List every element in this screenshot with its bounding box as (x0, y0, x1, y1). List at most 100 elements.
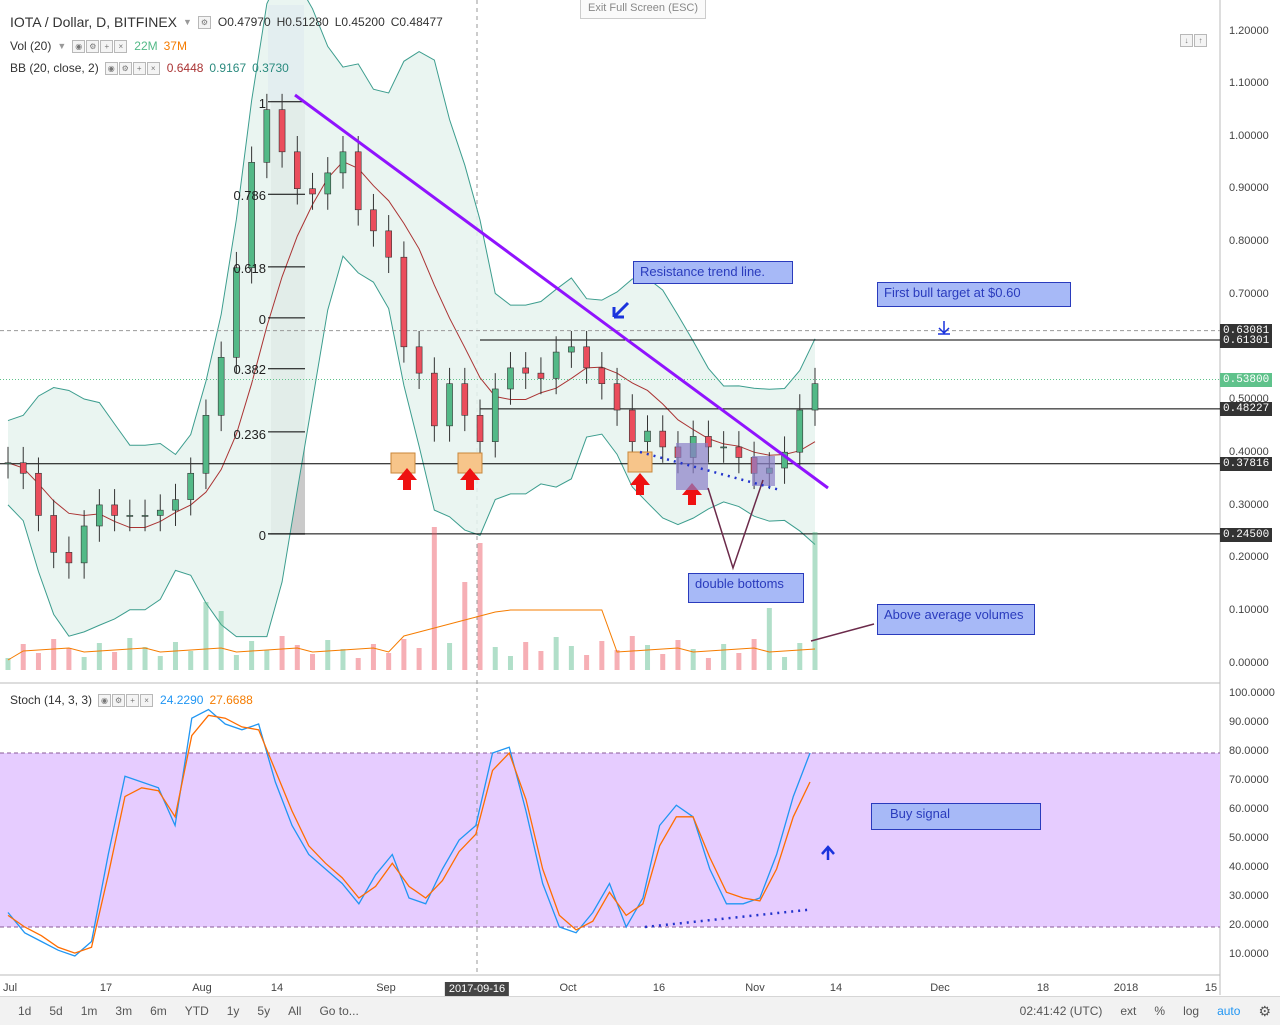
candle-body (552, 351, 560, 379)
volume-bar (431, 527, 437, 670)
dropdown-icon[interactable]: ▼ (57, 41, 67, 52)
volume-ma-line (7, 609, 816, 661)
range-ytd[interactable]: YTD (184, 1004, 209, 1018)
plus-icon[interactable]: + (132, 62, 146, 76)
candle-body (613, 383, 621, 411)
double-bottoms-note[interactable]: double bottoms (688, 573, 804, 603)
ohlc-high: H0.51280 (276, 15, 329, 29)
time-label: 14 (829, 982, 843, 994)
gear-icon[interactable]: ⚙ (1258, 1002, 1271, 1019)
time-label: 18 (1036, 982, 1050, 994)
scale-controls[interactable]: ↓ ↑ (1180, 34, 1208, 47)
double-bottom-pointer (707, 479, 764, 571)
volume-bar (660, 654, 666, 670)
stoch-tick: 80.0000 (1229, 745, 1269, 757)
eye-icon[interactable]: ◉ (98, 694, 112, 708)
volume-bar (507, 656, 513, 670)
bb-lower-line (7, 255, 816, 638)
close-icon[interactable]: × (114, 40, 128, 54)
range-1y[interactable]: 1y (226, 1004, 240, 1018)
ext-toggle[interactable]: ext (1120, 1004, 1137, 1018)
stoch-label[interactable]: Stoch (14, 3, 3) (10, 693, 93, 708)
bb-label[interactable]: BB (20, close, 2) (10, 61, 99, 76)
bb-upper-line (7, 0, 816, 456)
range-all[interactable]: All (288, 1004, 302, 1018)
dropdown-icon[interactable]: ▼ (183, 17, 192, 27)
arrow-up-icon[interactable]: ↑ (1194, 34, 1207, 47)
red-up-arrow (460, 468, 480, 490)
plus-icon[interactable]: + (126, 694, 140, 708)
time-label: 17 (99, 982, 113, 994)
auto-toggle[interactable]: auto (1217, 1004, 1241, 1018)
volume-bar (675, 640, 681, 670)
volume-bar (797, 643, 803, 670)
gear-icon[interactable]: ⚙ (118, 62, 132, 76)
time-label: Nov (745, 982, 765, 994)
volume-bar (35, 653, 41, 670)
price-tick: 0.70000 (1229, 288, 1269, 300)
volume-bar (736, 653, 742, 670)
candle-body (248, 162, 255, 269)
stoch-tick: 50.0000 (1229, 832, 1269, 844)
plus-icon[interactable]: + (100, 40, 114, 54)
price-tick: 1.10000 (1229, 77, 1269, 89)
stoch-tick: 40.0000 (1229, 861, 1269, 873)
volume-bar (370, 644, 376, 670)
stoch-tick: 100.0000 (1229, 687, 1275, 699)
bull-target-note[interactable]: First bull target at $0.60 (877, 282, 1071, 307)
range-6m[interactable]: 6m (150, 1004, 167, 1018)
range-1m[interactable]: 1m (80, 1004, 98, 1018)
percent-toggle[interactable]: % (1154, 1004, 1166, 1018)
log-toggle[interactable]: log (1183, 1004, 1200, 1018)
range-5y[interactable]: 5y (257, 1004, 271, 1018)
above-average-volumes-note[interactable]: Above average volumes (877, 604, 1035, 635)
volume-bar (599, 641, 605, 670)
close-icon[interactable]: × (146, 62, 160, 76)
volume-bar (66, 648, 72, 670)
volume-bar (142, 647, 148, 670)
volume-bar (751, 639, 757, 670)
gear-icon[interactable]: ⚙ (86, 40, 100, 54)
volume-bar (5, 658, 11, 670)
stoch-tick: 90.0000 (1229, 716, 1269, 728)
red-up-arrow (682, 483, 702, 505)
exit-fullscreen-button[interactable]: Exit Full Screen (ESC) (580, 0, 706, 19)
stoch-d-line (7, 714, 811, 954)
candle-body (720, 446, 727, 449)
stoch-tick: 20.0000 (1229, 919, 1269, 931)
goto-button[interactable]: Go to... (319, 1004, 359, 1018)
candle-body (35, 472, 42, 516)
buy-signal-note[interactable]: Buy signal (871, 803, 1041, 830)
eye-icon[interactable]: ◉ (104, 62, 118, 76)
symbol-title[interactable]: IOTA / Dollar, D, BITFINEX (10, 14, 177, 30)
price-chart[interactable] (0, 0, 1280, 1000)
gear-icon[interactable]: ⚙ (112, 694, 126, 708)
ohlc-close: C0.48477 (390, 15, 443, 29)
range-1d[interactable]: 1d (18, 1004, 32, 1018)
candle-body (126, 515, 134, 517)
close-icon[interactable]: × (140, 694, 154, 708)
range-5d[interactable]: 5d (49, 1004, 63, 1018)
resistance-note[interactable]: Resistance trend line. (633, 261, 793, 284)
arrow-down-icon[interactable]: ↓ (1180, 34, 1193, 47)
volume-bar (629, 636, 635, 670)
volume-bar (584, 655, 590, 670)
volume-value-a: 22M (134, 39, 158, 54)
fib-label-0382: 0.382 (233, 362, 266, 377)
red-up-arrow (630, 473, 650, 495)
bottom-toolbar: 1d 5d 1m 3m 6m YTD 1y 5y All Go to... 02… (0, 996, 1280, 1025)
candle-body (80, 525, 88, 564)
time-label: Sep (376, 982, 396, 994)
fib-label-0236: 0.236 (233, 427, 266, 442)
candle-body (507, 367, 514, 390)
candle-body (400, 256, 408, 348)
eye-icon[interactable]: ◉ (72, 40, 86, 54)
candle-body (415, 346, 423, 374)
settings-icon[interactable]: ⚙ (197, 15, 211, 29)
candle-body (156, 509, 164, 516)
ohlc-low: L0.45200 (334, 15, 385, 29)
range-3m[interactable]: 3m (115, 1004, 133, 1018)
price-tick: 0.30000 (1229, 499, 1269, 511)
volume-bar (812, 532, 818, 670)
volume-label[interactable]: Vol (20) (10, 39, 52, 54)
